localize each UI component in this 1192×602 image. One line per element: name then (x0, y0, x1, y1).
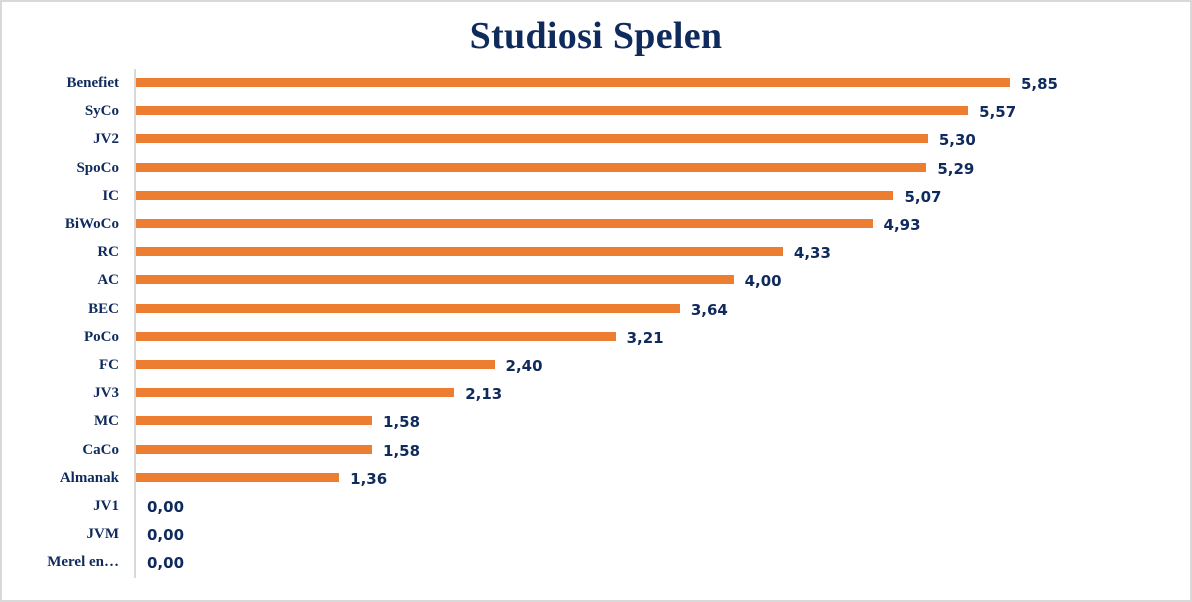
bar-row: AC 4,00 (0, 266, 1192, 294)
bar-row: MC 1,58 (0, 407, 1192, 435)
category-label: MC (94, 413, 119, 430)
bar (136, 472, 340, 482)
bar (136, 162, 927, 172)
category-label: RC (97, 244, 119, 261)
category-label: PoCo (84, 328, 119, 345)
category-label: FC (99, 357, 119, 373)
category-label: IC (102, 187, 119, 204)
bar (136, 106, 969, 116)
bar (136, 303, 680, 313)
data-label: 4,00 (744, 272, 782, 291)
data-label: 5,29 (937, 159, 975, 178)
bar-row: JV2 5,30 (0, 125, 1192, 153)
bar-row: IC 5,07 (0, 182, 1192, 210)
data-label: 4,93 (883, 216, 921, 234)
data-label: 5,30 (938, 131, 976, 150)
data-label: 3,21 (626, 328, 664, 347)
bar-row: CaCo 1,58 (0, 436, 1192, 464)
data-label: 0,00 (147, 498, 185, 516)
category-label: Almanak (59, 469, 119, 486)
data-label: 1,58 (383, 413, 421, 432)
category-label: AC (97, 272, 119, 289)
data-label: 3,64 (690, 300, 728, 319)
category-label: Merel en… (47, 554, 119, 571)
data-label: 5,07 (904, 187, 942, 206)
bar (136, 78, 1010, 87)
bar-row: PoCo 3,21 (0, 323, 1192, 351)
bar-row: BiWoCo 4,93 (0, 210, 1192, 238)
category-label: BEC (88, 300, 119, 317)
bar-row: JV3 2,13 (0, 379, 1192, 407)
data-label: 1,58 (383, 441, 421, 460)
category-label: SyCo (84, 103, 119, 120)
chart-title: Studiosi Spelen (469, 15, 723, 57)
bar-row: Benefiet 5,85 (0, 69, 1192, 97)
category-label: CaCo (82, 441, 119, 458)
bar (136, 190, 894, 200)
category-label: JV3 (93, 385, 119, 402)
bar (136, 331, 616, 341)
category-axis-line (134, 69, 136, 578)
data-label: 2,40 (505, 357, 543, 375)
bar-row: JV1 0,00 (0, 492, 1192, 520)
bar-row: RC 4,33 (0, 238, 1192, 266)
bar (136, 134, 928, 144)
bar (136, 416, 373, 426)
bar (136, 444, 373, 454)
category-label: JV1 (93, 498, 119, 514)
bar-row: BEC 3,64 (0, 295, 1192, 323)
bar-row: Merel en… 0,00 (0, 548, 1192, 576)
data-label: 5,57 (979, 103, 1017, 122)
category-label: JV2 (93, 131, 119, 148)
bar-row: Almanak 1,36 (0, 464, 1192, 492)
category-label: JVM (86, 526, 120, 543)
category-label: SpoCo (76, 159, 119, 176)
data-label: 5,85 (1020, 75, 1058, 93)
data-label: 4,33 (793, 244, 831, 263)
bar (136, 219, 873, 228)
bar-row: SyCo 5,57 (0, 97, 1192, 125)
bar-row: JVM 0,00 (0, 520, 1192, 548)
category-label: Benefiet (66, 75, 119, 91)
bar (136, 275, 734, 285)
data-label: 2,13 (465, 385, 503, 404)
data-label: 0,00 (147, 554, 185, 573)
data-label: 1,36 (350, 469, 388, 488)
bar (136, 388, 455, 398)
data-label: 0,00 (147, 526, 185, 545)
category-label: BiWoCo (64, 216, 119, 232)
bar-row: FC 2,40 (0, 351, 1192, 379)
bar-row: SpoCo 5,29 (0, 154, 1192, 182)
bar (136, 360, 495, 369)
bar (136, 247, 783, 257)
